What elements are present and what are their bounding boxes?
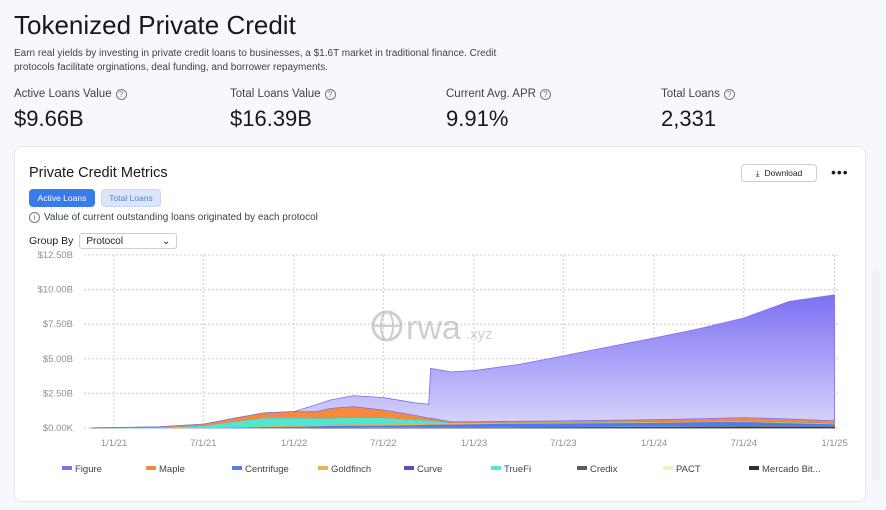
legend-swatch bbox=[749, 466, 759, 470]
tab-active-loans[interactable]: Active Loans bbox=[29, 189, 95, 207]
stat-value: $16.39B bbox=[230, 106, 312, 131]
stat-value: $9.66B bbox=[14, 106, 84, 131]
x-tick-label: 7/1/22 bbox=[370, 438, 396, 449]
y-tick-label: $0.00K bbox=[43, 423, 74, 434]
scrollbar[interactable] bbox=[872, 270, 880, 480]
legend-item[interactable]: Figure bbox=[62, 464, 102, 475]
download-label: Download bbox=[764, 168, 803, 178]
legend-swatch bbox=[404, 466, 414, 470]
legend-item[interactable]: Mercado Bit... bbox=[749, 464, 821, 475]
legend-label: Maple bbox=[159, 464, 185, 475]
y-tick-label: $7.50B bbox=[43, 319, 73, 330]
stat-apr: Current Avg. APR? 9.91% bbox=[446, 88, 551, 132]
group-by-select[interactable]: Protocol ⌄ bbox=[79, 233, 178, 249]
x-tick-label: 7/1/23 bbox=[550, 438, 576, 449]
x-tick-label: 1/1/23 bbox=[461, 438, 487, 449]
tab-total-loans[interactable]: Total Loans bbox=[101, 189, 161, 207]
legend-label: Centrifuge bbox=[245, 464, 289, 475]
legend-swatch bbox=[577, 466, 587, 470]
legend-item[interactable]: Goldfinch bbox=[318, 464, 371, 475]
group-by-label: Group By bbox=[29, 235, 74, 247]
help-icon[interactable]: ? bbox=[115, 88, 127, 100]
legend-item[interactable]: Curve bbox=[404, 464, 442, 475]
legend-label: Goldfinch bbox=[331, 464, 371, 475]
legend-swatch bbox=[491, 466, 501, 470]
stat-total-loans-value: Total Loans Value? $16.39B bbox=[230, 88, 336, 132]
legend-swatch bbox=[232, 466, 242, 470]
stat-value: 2,331 bbox=[661, 106, 717, 131]
x-tick-label: 1/1/25 bbox=[821, 438, 847, 449]
y-tick-label: $10.00B bbox=[38, 285, 73, 296]
x-tick-label: 1/1/24 bbox=[641, 438, 667, 449]
info-note: i Value of current outstanding loans orig… bbox=[29, 212, 318, 223]
stat-total-loans: Total Loans? 2,331 bbox=[661, 88, 735, 132]
legend-swatch bbox=[62, 466, 72, 470]
watermark: rwa .xyz bbox=[371, 309, 493, 347]
stat-label: Total Loans Value bbox=[230, 88, 321, 100]
legend-label: Mercado Bit... bbox=[762, 464, 821, 475]
y-tick-label: $12.50B bbox=[38, 250, 73, 261]
legend-label: Curve bbox=[417, 464, 442, 475]
help-icon[interactable]: ? bbox=[324, 88, 336, 100]
page-description: Earn real yields by investing in private… bbox=[14, 48, 497, 73]
legend-label: PACT bbox=[676, 464, 701, 475]
info-text: Value of current outstanding loans origi… bbox=[44, 212, 318, 223]
stat-label: Active Loans Value bbox=[14, 88, 112, 100]
watermark-text: rwa bbox=[406, 309, 461, 347]
stat-active-loans: Active Loans Value? $9.66B bbox=[14, 88, 127, 132]
help-icon[interactable]: ? bbox=[539, 88, 551, 100]
legend-label: TrueFi bbox=[504, 464, 531, 475]
page-title: Tokenized Private Credit bbox=[14, 10, 296, 40]
y-tick-label: $2.50B bbox=[43, 388, 73, 399]
stat-label: Total Loans bbox=[661, 88, 720, 100]
legend-swatch bbox=[663, 466, 673, 470]
x-tick-label: 7/1/24 bbox=[731, 438, 757, 449]
stat-label: Current Avg. APR bbox=[446, 88, 536, 100]
more-options-icon[interactable]: ••• bbox=[831, 164, 849, 180]
y-tick-label: $5.00B bbox=[43, 354, 73, 365]
group-by: Group By Protocol ⌄ bbox=[29, 233, 178, 249]
svg-text:.xyz: .xyz bbox=[466, 326, 493, 343]
legend-label: Credix bbox=[590, 464, 618, 475]
help-icon[interactable]: ? bbox=[723, 88, 735, 100]
area-figure[interactable] bbox=[90, 294, 835, 429]
legend-swatch bbox=[146, 466, 156, 470]
legend-item[interactable]: Credix bbox=[577, 464, 618, 475]
x-tick-label: 7/1/21 bbox=[190, 438, 216, 449]
x-tick-label: 1/1/21 bbox=[101, 438, 127, 449]
stat-value: 9.91% bbox=[446, 106, 509, 131]
legend-item[interactable]: TrueFi bbox=[491, 464, 531, 475]
chevron-down-icon: ⌄ bbox=[161, 235, 171, 247]
card-title: Private Credit Metrics bbox=[29, 165, 168, 181]
download-icon: ⤓ bbox=[755, 167, 760, 178]
legend-item[interactable]: Centrifuge bbox=[232, 464, 289, 475]
legend-item[interactable]: PACT bbox=[663, 464, 701, 475]
legend-swatch bbox=[318, 466, 328, 470]
legend-label: Figure bbox=[75, 464, 102, 475]
download-button[interactable]: ⤓ Download bbox=[741, 164, 817, 182]
info-icon: i bbox=[29, 212, 40, 223]
x-tick-label: 1/1/22 bbox=[281, 438, 307, 449]
group-by-value: Protocol bbox=[86, 235, 124, 247]
legend-item[interactable]: Maple bbox=[146, 464, 185, 475]
